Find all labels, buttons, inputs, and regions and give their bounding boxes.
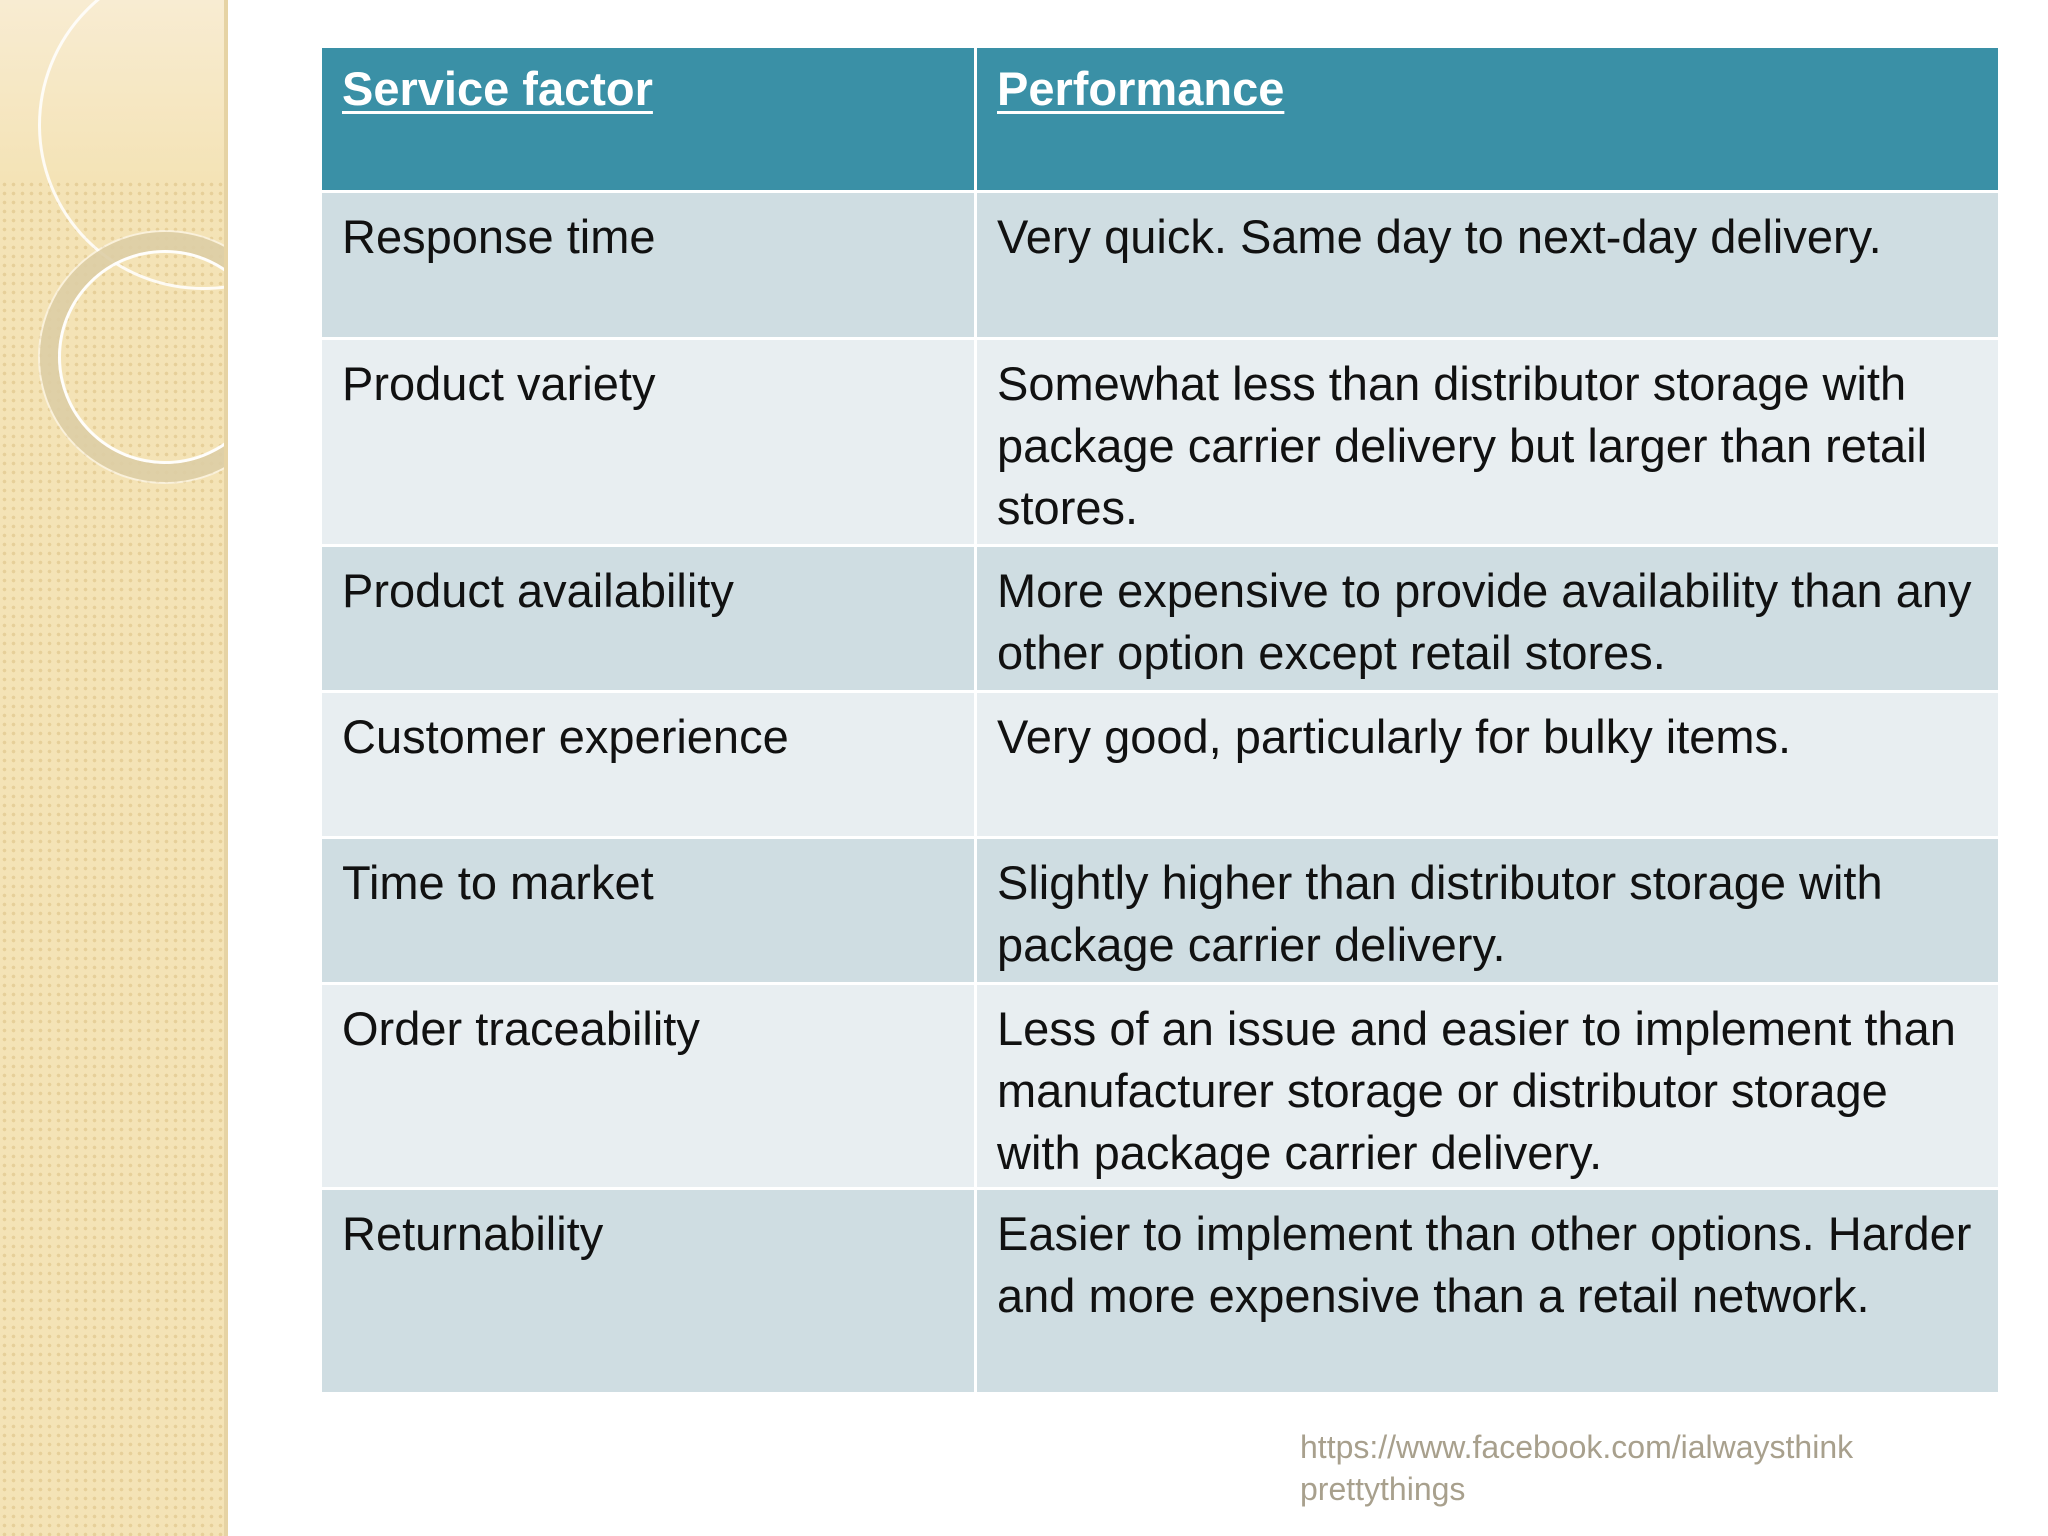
- factor-text: Time to market: [342, 856, 654, 909]
- factor-cell: Response time: [322, 190, 974, 337]
- decorative-side-panel: [0, 0, 228, 1536]
- table-row: Response time Very quick. Same day to ne…: [322, 190, 1998, 337]
- factor-cell: Returnability: [322, 1187, 974, 1392]
- factor-cell: Customer experience: [322, 690, 974, 836]
- source-url-line: https://www.facebook.com/ialwaysthink: [1300, 1429, 1854, 1465]
- performance-text: More expensive to provide availability t…: [997, 564, 1972, 679]
- table-row: Time to market Slightly higher than dist…: [322, 836, 1998, 982]
- performance-cell: Somewhat less than distributor storage w…: [974, 337, 1998, 544]
- table-header-row: Service factor Performance: [322, 48, 1998, 190]
- performance-cell: Less of an issue and easier to implement…: [974, 982, 1998, 1187]
- header-label: Performance: [997, 62, 1285, 115]
- factor-cell: Time to market: [322, 836, 974, 982]
- performance-text: Very quick. Same day to next-day deliver…: [997, 210, 1882, 263]
- performance-cell: Easier to implement than other options. …: [974, 1187, 1998, 1392]
- source-url-line: prettythings: [1300, 1471, 1466, 1507]
- header-label: Service factor: [342, 62, 653, 115]
- header-cell-service-factor: Service factor: [322, 48, 974, 190]
- performance-cell: Very good, particularly for bulky items.: [974, 690, 1998, 836]
- header-cell-performance: Performance: [974, 48, 1998, 190]
- service-factor-table: Service factor Performance Response time…: [322, 48, 1998, 1392]
- performance-text: Easier to implement than other options. …: [997, 1207, 1972, 1322]
- factor-cell: Order traceability: [322, 982, 974, 1187]
- factor-cell: Product variety: [322, 337, 974, 544]
- table-row: Customer experience Very good, particula…: [322, 690, 1998, 836]
- performance-text: Slightly higher than distributor storage…: [997, 856, 1883, 971]
- performance-text: Somewhat less than distributor storage w…: [997, 357, 1928, 534]
- performance-cell: Very quick. Same day to next-day deliver…: [974, 190, 1998, 337]
- table-row: Returnability Easier to implement than o…: [322, 1187, 1998, 1392]
- performance-cell: More expensive to provide availability t…: [974, 544, 1998, 690]
- factor-text: Returnability: [342, 1207, 604, 1260]
- factor-text: Customer experience: [342, 710, 789, 763]
- factor-text: Product variety: [342, 357, 656, 410]
- table-row: Product availability More expensive to p…: [322, 544, 1998, 690]
- table-row: Order traceability Less of an issue and …: [322, 982, 1998, 1187]
- performance-cell: Slightly higher than distributor storage…: [974, 836, 1998, 982]
- factor-text: Order traceability: [342, 1002, 700, 1055]
- factor-cell: Product availability: [322, 544, 974, 690]
- factor-text: Response time: [342, 210, 656, 263]
- performance-text: Less of an issue and easier to implement…: [997, 1002, 1956, 1179]
- performance-text: Very good, particularly for bulky items.: [997, 710, 1792, 763]
- factor-text: Product availability: [342, 564, 734, 617]
- source-url: https://www.facebook.com/ialwaysthink pr…: [1300, 1426, 1853, 1510]
- table-row: Product variety Somewhat less than distr…: [322, 337, 1998, 544]
